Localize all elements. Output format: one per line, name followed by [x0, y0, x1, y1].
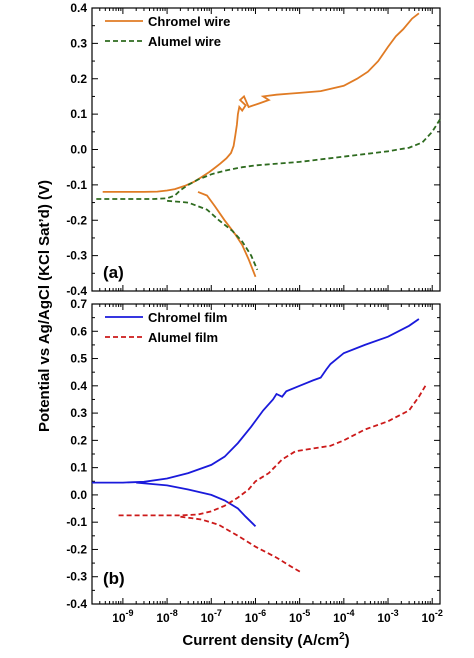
panel-a-x-axis [91, 8, 433, 291]
x-axis-label-superscript: 2 [339, 631, 345, 642]
y-tick-label: -0.2 [66, 542, 87, 556]
series-chromel-film-anodic [92, 318, 420, 484]
y-tick-label: 0.3 [70, 406, 87, 420]
x-tick-label: 10-4 [333, 608, 354, 625]
series-alumel-wire-cathodic [167, 199, 259, 271]
panel-a-series [96, 12, 441, 278]
panel-b-frame [91, 303, 441, 605]
y-tick-label: 0.7 [70, 297, 87, 311]
panel-b-label: (b) [103, 569, 125, 588]
y-tick-label: -0.3 [66, 570, 87, 584]
y-tick-label: -0.1 [66, 178, 87, 192]
x-tick-label: 10-6 [245, 608, 266, 625]
series-alumel-film-anodic [118, 385, 427, 517]
x-tick-label: 10-3 [377, 608, 398, 625]
y-tick-label: 0.1 [70, 461, 87, 475]
panel-a: -0.4 -0.3 -0.2 -0.1 0.0 0.1 0.2 0.3 0.4 Chromel … [66, 1, 441, 298]
legend-label: Chromel wire [148, 14, 230, 29]
x-tick-label: 10-9 [112, 608, 133, 625]
y-axis-label: Potential vs Ag/AgCl (KCl Sat’d) (V) [36, 180, 53, 432]
y-tick-label: 0.5 [70, 352, 87, 366]
y-tick-label: 0.2 [70, 72, 87, 86]
x-tick-label: 10-8 [156, 608, 177, 625]
panel-a-y-axis: -0.4 -0.3 -0.2 -0.1 0.0 0.1 0.2 0.3 0.4 [66, 1, 440, 298]
y-tick-label: 0.0 [70, 488, 87, 502]
y-tick-label: -0.4 [66, 597, 87, 611]
legend-label: Alumel film [148, 330, 218, 345]
y-tick-label: 0.1 [70, 107, 87, 121]
x-tick-label: 10-7 [201, 608, 222, 625]
y-tick-label: 0.4 [70, 1, 87, 15]
series-chromel-film-cathodic [136, 481, 257, 527]
y-tick-label: 0.2 [70, 433, 87, 447]
panel-a-frame [91, 7, 441, 292]
legend-label: Alumel wire [148, 34, 221, 49]
x-tick-label: 10-2 [422, 608, 443, 625]
y-tick-label: -0.4 [66, 284, 87, 298]
x-axis-label-text: Current density (A/cm [182, 632, 339, 649]
legend-label: Chromel film [148, 310, 227, 325]
panel-a-label: (a) [103, 263, 124, 282]
series-alumel-film-cathodic [180, 515, 302, 574]
y-tick-label: 0.6 [70, 324, 87, 338]
panel-b-legend: Chromel film Alumel film [105, 310, 227, 345]
panel-b-x-axis: 10-9 10-8 10-7 10-6 10-5 10-4 10-3 10-2 [91, 304, 443, 625]
y-tick-label: 0.0 [70, 143, 87, 157]
x-axis-label: Current density (A/cm2) [182, 631, 349, 649]
x-axis-label-end: ) [345, 632, 350, 649]
series-alumel-wire-anodic [96, 118, 441, 200]
x-tick-label: 10-5 [289, 608, 310, 625]
panel-a-legend: Chromel wire Alumel wire [105, 14, 230, 49]
y-tick-label: 0.4 [70, 379, 87, 393]
y-tick-label: 0.3 [70, 36, 87, 50]
panel-b: -0.4 -0.3 -0.2 -0.1 0.0 0.1 0.2 0.3 0.4 0.5 0.6 0.7… [66, 297, 443, 625]
panel-b-series [92, 318, 427, 574]
series-chromel-wire-cathodic [197, 191, 257, 278]
y-tick-label: -0.2 [66, 213, 87, 227]
y-tick-label: -0.1 [66, 515, 87, 529]
y-tick-label: -0.3 [66, 249, 87, 263]
panel-b-y-axis: -0.4 -0.3 -0.2 -0.1 0.0 0.1 0.2 0.3 0.4 0.5 0.6 0.7 [66, 297, 440, 611]
